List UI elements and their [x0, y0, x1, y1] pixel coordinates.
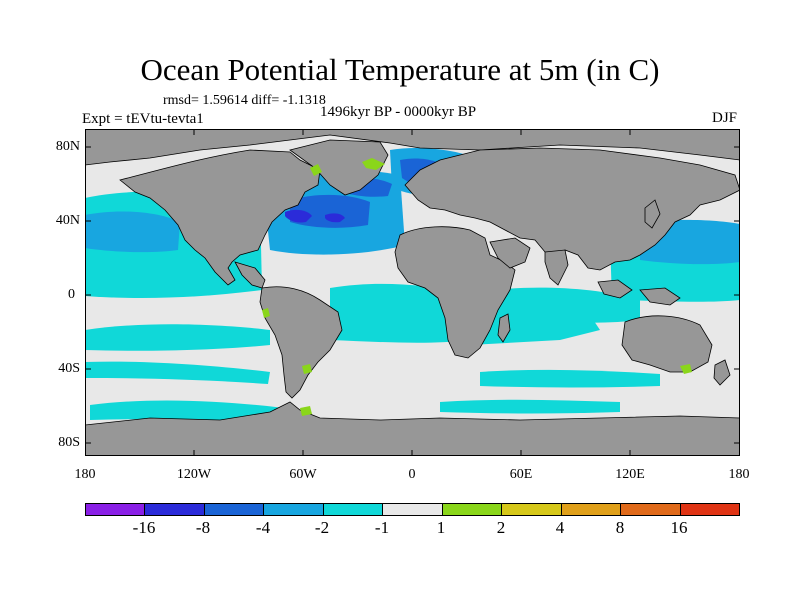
colorbar-label: -2	[314, 518, 330, 537]
lat-label: 40N	[55, 213, 80, 228]
colorbar-swatch	[502, 504, 562, 515]
lon-label: 180	[74, 467, 96, 482]
map-frame	[85, 129, 740, 456]
colorbar-label: 4	[555, 518, 565, 537]
period-label: 1496kyr BP - 0000kyr BP	[320, 104, 477, 120]
anomaly-warm-2	[262, 158, 692, 416]
land-masses	[85, 129, 740, 456]
lat-label: 80N	[55, 139, 80, 154]
lon-label: 120W	[176, 467, 212, 482]
lon-label: 0	[408, 467, 416, 482]
lat-label: 80S	[58, 435, 80, 450]
lon-label: 120E	[615, 467, 645, 482]
lat-label: 0	[68, 287, 75, 302]
colorbar-label: -8	[195, 518, 211, 537]
lat-label: 40S	[58, 361, 80, 376]
colorbar-swatch	[383, 504, 443, 515]
plot-title: Ocean Potential Temperature at 5m (in C)	[140, 52, 660, 87]
lon-label: 180	[728, 467, 750, 482]
colorbar-label: -4	[255, 518, 271, 537]
colorbar-swatch	[264, 504, 324, 515]
colorbar-swatch	[621, 504, 681, 515]
lon-label: 60E	[509, 467, 533, 482]
colorbar-swatch	[86, 504, 146, 515]
anomaly-cool-8	[285, 209, 345, 223]
colorbar-label: 2	[496, 518, 506, 537]
lon-label: 60W	[289, 467, 317, 482]
colorbar-label: -16	[132, 518, 156, 537]
colorbar-swatch	[561, 504, 622, 515]
colorbar-label: -1	[374, 518, 390, 537]
experiment-label: Expt = tEVtu-tevta1	[82, 111, 204, 127]
colorbar-swatch	[145, 504, 205, 515]
colorbar-label: 16	[670, 518, 688, 537]
stats-text: rmsd= 1.59614 diff= -1.1318	[163, 93, 326, 108]
colorbar-swatch	[323, 504, 384, 515]
colorbar-swatch	[204, 504, 265, 515]
colorbar-swatch	[442, 504, 503, 515]
colorbar-swatch	[680, 504, 739, 515]
season-label: DJF	[712, 110, 738, 126]
colorbar	[85, 503, 740, 516]
colorbar-label: 1	[436, 518, 446, 537]
colorbar-label: 8	[615, 518, 625, 537]
